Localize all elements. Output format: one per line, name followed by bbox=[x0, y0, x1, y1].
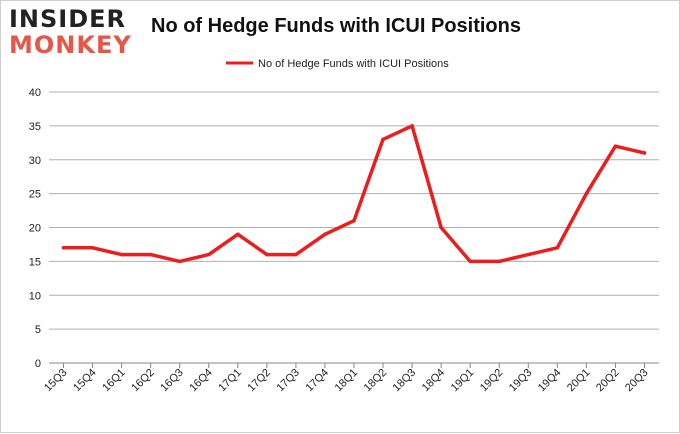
x-tick-label: 20Q3 bbox=[623, 367, 651, 395]
x-tick-label: 15Q3 bbox=[42, 367, 70, 395]
x-tick-label: 17Q1 bbox=[216, 367, 244, 395]
logo-line-2: MONKEY bbox=[9, 31, 132, 59]
data-point bbox=[148, 252, 153, 257]
x-tick-label: 15Q4 bbox=[71, 367, 99, 395]
legend-label: No of Hedge Funds with ICUI Positions bbox=[258, 58, 449, 70]
data-point bbox=[439, 225, 443, 230]
data-point bbox=[61, 246, 66, 250]
chart-title: No of Hedge Funds with ICUI Positions bbox=[151, 15, 521, 37]
x-tick-label: 17Q4 bbox=[304, 367, 332, 395]
x-tick-label: 19Q1 bbox=[449, 367, 477, 395]
y-tick-label: 0 bbox=[35, 358, 41, 370]
data-point bbox=[468, 259, 472, 264]
data-point bbox=[352, 218, 356, 223]
y-tick-label: 25 bbox=[29, 189, 41, 201]
data-point bbox=[555, 246, 560, 250]
data-point bbox=[497, 259, 501, 264]
y-tick-label: 35 bbox=[29, 121, 41, 133]
x-tick-label: 16Q2 bbox=[129, 367, 157, 395]
y-tick-label: 10 bbox=[29, 290, 41, 302]
data-point bbox=[526, 252, 531, 257]
insider-monkey-logo: INSIDER MONKEY bbox=[9, 7, 135, 57]
data-point bbox=[177, 259, 182, 264]
x-tick-label: 16Q1 bbox=[100, 367, 128, 395]
x-axis-ticks: 15Q3 15Q4 16Q1 16Q2 16Q3 16Q4 17Q1 17Q2 17Q3 17Q4… bbox=[42, 363, 651, 395]
data-point bbox=[119, 252, 124, 257]
x-tick-label: 17Q2 bbox=[245, 367, 273, 395]
data-point bbox=[613, 144, 618, 148]
grid-lines bbox=[49, 91, 659, 364]
data-point bbox=[90, 246, 95, 250]
x-tick-label: 19Q4 bbox=[536, 367, 564, 395]
data-point bbox=[381, 137, 385, 142]
x-tick-label: 20Q1 bbox=[565, 367, 593, 395]
y-axis-ticks: 0 5 10 15 20 25 30 35 40 bbox=[29, 87, 41, 370]
data-point bbox=[584, 191, 589, 196]
x-tick-label: 16Q4 bbox=[187, 367, 215, 395]
data-point bbox=[410, 124, 414, 128]
x-tick-label: 18Q4 bbox=[420, 367, 448, 395]
x-tick-label: 19Q3 bbox=[507, 367, 535, 395]
x-tick-label: 18Q3 bbox=[391, 367, 419, 395]
data-point bbox=[323, 232, 327, 237]
y-tick-label: 20 bbox=[29, 223, 41, 235]
x-tick-label: 17Q3 bbox=[275, 367, 303, 395]
data-point bbox=[642, 151, 647, 155]
y-tick-label: 5 bbox=[35, 324, 41, 336]
series-layer bbox=[61, 124, 647, 264]
chart-legend: No of Hedge Funds with ICUI Positions bbox=[226, 58, 449, 70]
y-tick-label: 15 bbox=[29, 256, 41, 268]
data-point bbox=[236, 232, 240, 237]
data-point bbox=[207, 252, 211, 257]
y-tick-label: 40 bbox=[29, 87, 41, 99]
x-tick-label: 16Q3 bbox=[158, 367, 186, 395]
y-tick-label: 30 bbox=[29, 155, 41, 167]
x-tick-label: 18Q1 bbox=[333, 367, 361, 395]
data-point bbox=[265, 252, 269, 257]
logo-line-1: INSIDER bbox=[9, 5, 127, 33]
data-point bbox=[294, 252, 298, 257]
x-tick-label: 20Q2 bbox=[594, 367, 622, 395]
x-tick-label: 19Q2 bbox=[478, 367, 506, 395]
x-tick-label: 18Q2 bbox=[362, 367, 390, 395]
